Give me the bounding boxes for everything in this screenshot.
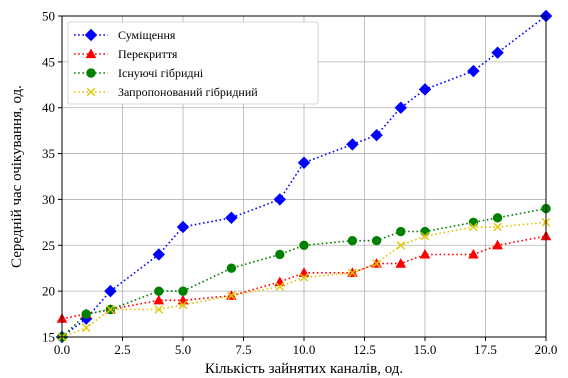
data-point [178,300,188,310]
data-point [152,248,166,261]
series-line [61,221,547,338]
legend-label: Запропонований гібридний [118,85,258,99]
data-point [273,193,287,206]
x-tick-label: 7.5 [235,342,251,357]
legend-label: Існуючі гібридні [118,66,204,80]
axis-ticks: 0.0 2.5 5.0 7.5 10.0 12.5 15.0 17.5 20.0 15 20 25 30… [42,9,557,358]
data-point [275,282,285,291]
data-point [226,263,237,273]
data-point [420,231,430,241]
plot-series [55,9,553,344]
series-group [57,218,551,342]
data-point [347,236,358,246]
x-tick-label: 15.0 [414,342,437,357]
series-line [61,235,547,320]
x-tick-label: 20.0 [535,342,558,357]
data-point [225,211,238,224]
data-point [468,248,479,259]
data-point [371,236,382,246]
data-point [299,240,309,250]
x-tick-label: 5.0 [175,342,191,357]
y-tick-label: 30 [42,192,55,207]
x-axis-label: Кількість зайнятих каналів, од. [205,361,403,377]
data-point [396,240,406,250]
data-point [178,286,188,296]
data-point [348,268,357,278]
y-tick-label: 20 [42,284,55,299]
x-tick-label: 12.5 [353,342,376,357]
legend-box [67,21,319,105]
legend: Суміщення Перекриття Існуючі гібридні Запро… [67,21,319,105]
data-point [154,305,164,314]
y-tick-label: 40 [42,100,55,115]
data-point [370,129,383,142]
data-point [86,87,96,97]
data-point [84,28,98,42]
data-point [468,217,479,228]
data-point [81,309,91,319]
data-point [469,222,478,232]
x-tick-label: 10.0 [293,342,316,357]
data-point [492,239,503,250]
data-point [493,222,502,232]
data-point [418,83,432,96]
y-axis-label: Середній час очікування, од. [9,85,25,268]
data-point [153,294,165,305]
x-tick-label: 17.5 [474,342,497,357]
data-point [86,68,96,78]
y-tick-label: 50 [42,9,55,24]
data-point [297,156,311,169]
data-point [104,284,117,298]
data-point [396,226,406,237]
data-point [420,226,430,237]
data-point [372,259,381,268]
x-tick-label: 2.5 [114,342,130,357]
legend-label: Суміщення [118,28,176,42]
data-point [85,48,97,59]
data-point [106,305,115,314]
data-point [346,138,359,151]
data-point [395,258,407,268]
data-point [299,273,309,282]
data-point [394,101,408,114]
data-point [227,291,236,301]
data-point [81,323,91,333]
data-point [154,286,164,296]
data-point [275,249,285,260]
data-point [176,220,190,234]
legend-label: Перекриття [118,47,178,61]
y-tick-label: 15 [42,330,55,345]
series-line [61,15,547,338]
data-point [467,64,480,78]
y-tick-label: 45 [42,54,55,69]
data-point [491,46,504,59]
data-point [492,213,503,223]
x-tick-label: 0.0 [54,342,70,357]
y-tick-label: 35 [42,146,55,161]
data-point [419,248,431,259]
y-tick-label: 25 [42,238,55,253]
